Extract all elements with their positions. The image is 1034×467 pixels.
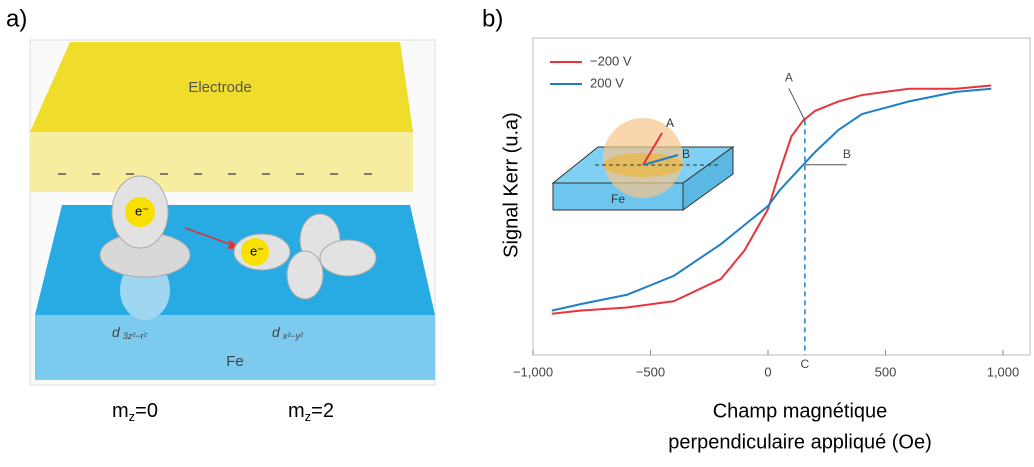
legend-label: 200 V [590,75,624,90]
electrode-label: Electrode [188,79,251,96]
annotation-label: A [785,71,793,85]
marker-label: C [801,357,810,371]
panel-label: a) [6,5,27,32]
x-axis-label: perpendiculaire appliqué (Oe) [668,431,932,453]
panel-label: b) [482,5,503,32]
plot-frame [532,37,1031,356]
orbital-label: d x²−y² [272,324,304,342]
x-tick-label: 0 [764,364,771,379]
electrode-top [30,42,413,132]
annotation-label: B [843,147,851,161]
y-axis-label: Signal Kerr (u.a) [500,112,522,258]
substrate-face [35,315,435,380]
inset-label: Fe [611,192,625,206]
inset-arrow-a [642,132,663,166]
electrode-face [30,132,413,192]
orbital-label: d 3z²−r² [112,324,148,342]
inset-arrow-b [642,154,679,166]
electron-label: e⁻ [135,203,149,218]
x-tick-label: −1,000 [513,364,553,379]
inset-label: B [682,147,690,161]
x-tick-label: 500 [875,364,897,379]
x-tick-label: 1,000 [987,364,1020,379]
data-line [551,87,992,312]
legend-label: −200 V [590,53,632,68]
inset-label: A [666,116,674,130]
electron-label: e⁻ [250,243,264,258]
substrate-label: Fe [226,353,244,370]
x-tick-label: −500 [636,364,665,379]
orbital-dx2y2 [233,213,377,300]
orbital-dz2 [99,175,191,320]
state-label: mz=2 [288,400,334,424]
x-axis-label: Champ magnétique [713,400,888,422]
annotation-pointer [788,88,806,121]
data-line [551,84,992,315]
state-label: mz=0 [112,400,158,424]
